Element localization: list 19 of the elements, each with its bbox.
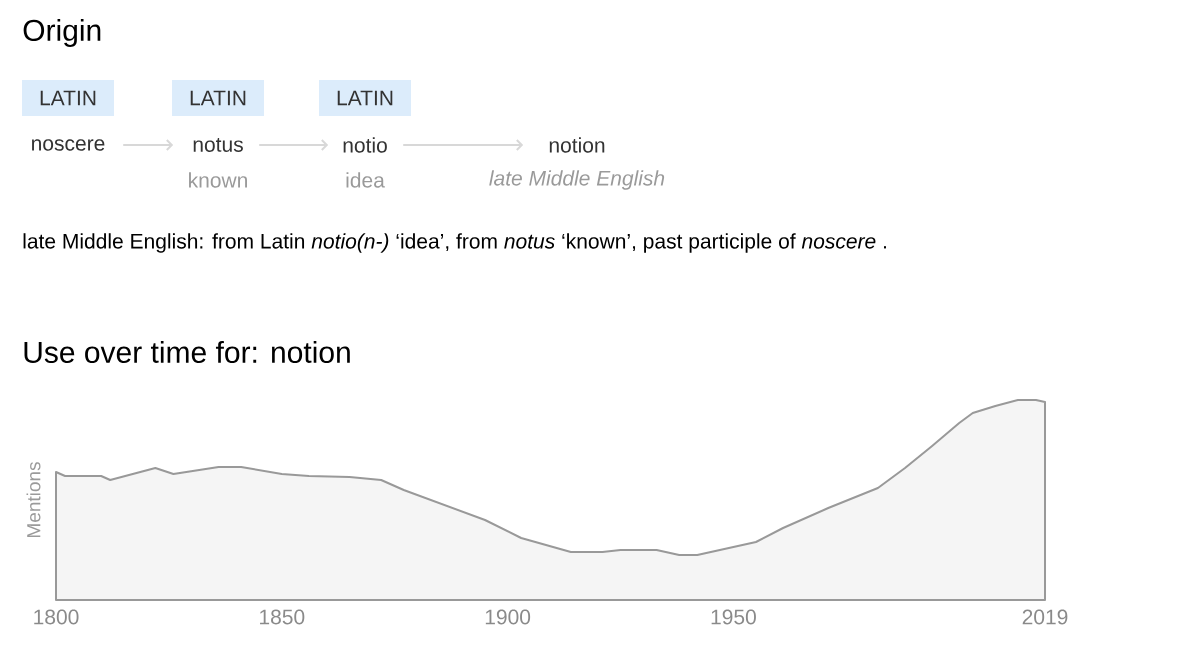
text: idea [346,172,385,188]
text: notio [343,137,387,153]
text: notus [193,138,243,152]
text: LATIN [337,90,393,106]
text: known [189,172,247,188]
x-tick-label: 1950 [711,609,756,625]
text: notion [549,137,605,153]
text: late Middle English: from Latin notio(n-) ‘idea’, from notus ‘known’, past participle of noscere . [23,233,886,253]
text: noscere [32,139,105,151]
x-tick-label: 1850 [260,609,305,625]
x-tick-label: 1800 [34,609,79,625]
x-tick-label: 1900 [485,609,531,625]
y-axis-title: Mentions [26,462,41,537]
text: LATIN [40,90,96,106]
chart-title: Use over time for: notion [24,340,350,364]
text: LATIN [190,90,246,106]
text: late Middle English [489,170,665,190]
text: Origin [23,19,101,47]
x-tick-label: 2019 [1022,609,1068,625]
